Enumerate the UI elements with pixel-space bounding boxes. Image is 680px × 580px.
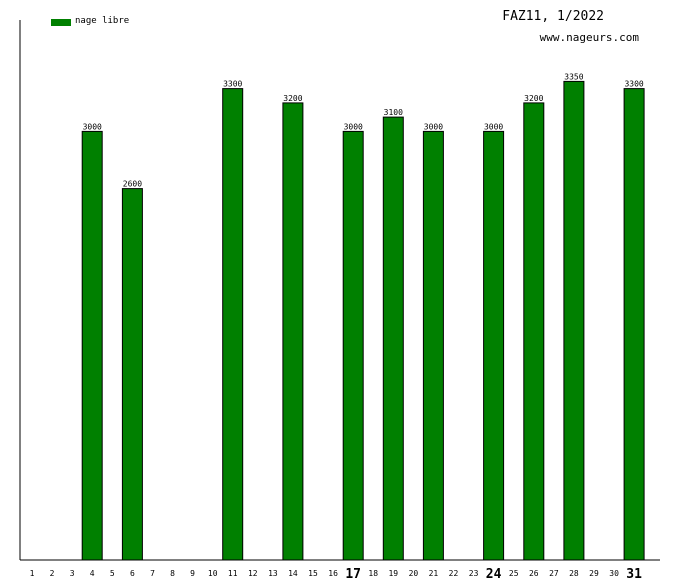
bar (483, 130, 505, 561)
x-tick-label: 2 (50, 569, 55, 578)
x-tick-label: 21 (429, 569, 439, 578)
value-label-group: 3000 2600 3300 3200 3000 3100 3000 3000 3200 3350… (83, 72, 644, 188)
x-tick-label: 7 (150, 569, 155, 578)
x-tick-label: 3 (70, 569, 75, 578)
x-tick-label: 4 (90, 569, 95, 578)
x-tick-label: 15 (308, 569, 318, 578)
x-tick-label: 30 (609, 569, 619, 578)
x-tick-label: 22 (449, 569, 459, 578)
x-tick-label: 12 (248, 569, 258, 578)
x-tick-label: 10 (208, 569, 218, 578)
bar (342, 130, 364, 561)
x-tick-label: 13 (268, 569, 278, 578)
x-tick-label: 17 (345, 567, 361, 580)
bar-value-label: 3200 (283, 94, 302, 103)
x-tick-label-group: 1 2 3 4 5 6 7 8 9 10 11 12 13 14 15 16 17 18 19 20 21 22 23 24 2… (30, 567, 643, 580)
legend-label: nage libre (75, 16, 130, 26)
chart-title: FAZ11, 1/2022 (502, 9, 604, 24)
x-tick-label: 16 (328, 569, 338, 578)
bar-group (81, 80, 645, 561)
bar-value-label: 3350 (564, 72, 583, 81)
bar (222, 88, 244, 561)
x-tick-label: 26 (529, 569, 539, 578)
x-tick-label: 25 (509, 569, 519, 578)
x-tick-label: 14 (288, 569, 298, 578)
bar-value-label: 2600 (123, 180, 142, 189)
bar-value-label: 3000 (344, 122, 363, 131)
x-tick-label: 31 (626, 567, 642, 580)
x-tick-label: 28 (569, 569, 579, 578)
x-tick-label: 6 (130, 569, 135, 578)
bar (81, 130, 103, 561)
bar (422, 130, 444, 561)
bar (623, 88, 645, 561)
bar-value-label: 3000 (83, 122, 102, 131)
x-tick-label: 19 (388, 569, 398, 578)
bar-value-label: 3300 (223, 80, 242, 89)
bar-value-label: 3100 (384, 108, 403, 117)
bar-value-label: 3200 (524, 94, 543, 103)
x-tick-label: 24 (486, 567, 502, 580)
x-tick-label: 11 (228, 569, 238, 578)
x-tick-label: 1 (30, 569, 35, 578)
bar-value-label: 3000 (424, 122, 443, 131)
x-tick-label: 27 (549, 569, 559, 578)
legend-swatch (51, 19, 71, 26)
bar (382, 116, 404, 561)
bar (282, 102, 304, 561)
bar-value-label: 3300 (624, 80, 643, 89)
x-tick-label: 18 (368, 569, 378, 578)
x-tick-label: 8 (170, 569, 175, 578)
bar (523, 102, 545, 561)
x-tick-label: 23 (469, 569, 479, 578)
bar (563, 80, 585, 561)
x-tick-label: 29 (589, 569, 599, 578)
x-tick-label: 5 (110, 569, 115, 578)
x-tick-label: 20 (409, 569, 419, 578)
x-tick-label: 9 (190, 569, 195, 578)
site-url: www.nageurs.com (539, 31, 639, 44)
bar (121, 188, 143, 561)
bar-value-label: 3000 (484, 122, 503, 131)
